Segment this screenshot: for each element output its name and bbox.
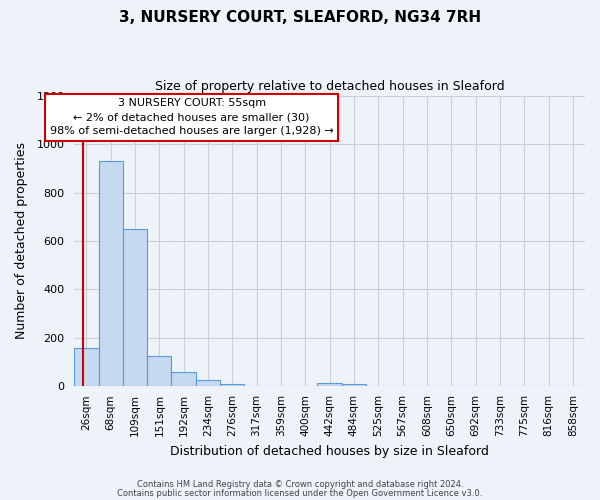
Text: 3, NURSERY COURT, SLEAFORD, NG34 7RH: 3, NURSERY COURT, SLEAFORD, NG34 7RH	[119, 10, 481, 25]
X-axis label: Distribution of detached houses by size in Sleaford: Distribution of detached houses by size …	[170, 444, 489, 458]
Bar	[220, 384, 244, 386]
Bar	[317, 383, 342, 386]
Y-axis label: Number of detached properties: Number of detached properties	[15, 142, 28, 340]
Text: 3 NURSERY COURT: 55sqm
← 2% of detached houses are smaller (30)
98% of semi-deta: 3 NURSERY COURT: 55sqm ← 2% of detached …	[50, 98, 334, 136]
Bar	[342, 384, 366, 386]
Title: Size of property relative to detached houses in Sleaford: Size of property relative to detached ho…	[155, 80, 505, 93]
Bar	[74, 348, 98, 387]
Bar	[147, 356, 172, 386]
Bar	[98, 161, 123, 386]
Bar	[123, 229, 147, 386]
Text: Contains HM Land Registry data © Crown copyright and database right 2024.: Contains HM Land Registry data © Crown c…	[137, 480, 463, 489]
Bar	[196, 380, 220, 386]
Bar	[172, 372, 196, 386]
Text: Contains public sector information licensed under the Open Government Licence v3: Contains public sector information licen…	[118, 488, 482, 498]
